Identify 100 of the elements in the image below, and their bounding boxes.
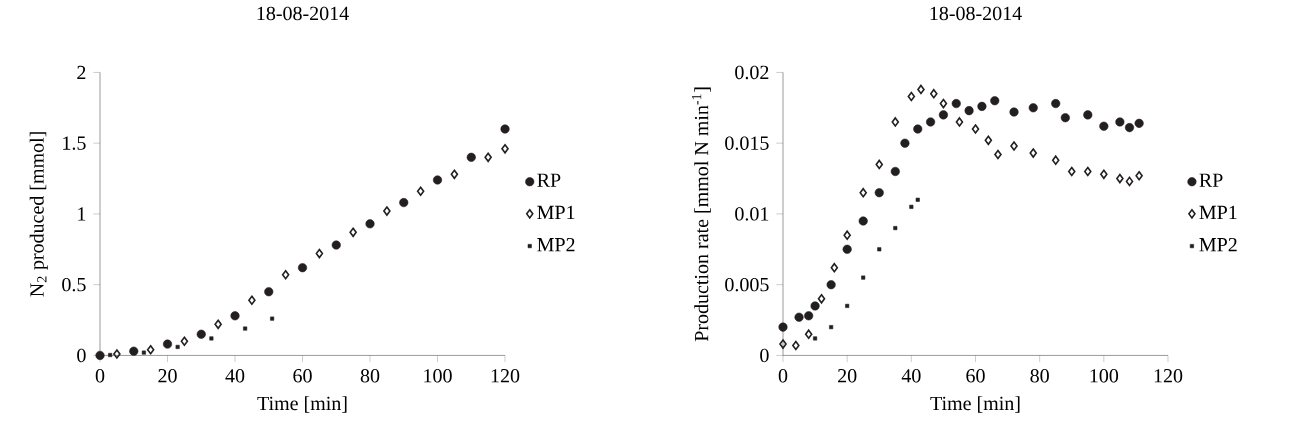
- point: [917, 84, 925, 95]
- point: [1135, 170, 1143, 181]
- y-axis-title: Production rate [mmol N min$^{-1}$]: [691, 87, 711, 341]
- point: [108, 352, 113, 357]
- y-tick-label: 2: [77, 65, 86, 79]
- point: [146, 344, 155, 355]
- point: [842, 244, 852, 254]
- point: [484, 152, 492, 162]
- point: [990, 95, 1000, 106]
- y-tick-label: 0: [77, 348, 86, 362]
- point: [830, 262, 839, 273]
- x-tick-label: 40: [225, 368, 245, 383]
- point: [383, 206, 391, 216]
- x-tick-label: 80: [360, 368, 380, 383]
- point: [209, 336, 214, 341]
- point: [1134, 118, 1144, 128]
- point: [450, 169, 459, 179]
- x-tick-label: 40: [901, 368, 921, 383]
- x-tick-label: 0: [95, 368, 105, 383]
- point: [113, 349, 121, 359]
- point: [180, 336, 189, 346]
- point: [877, 247, 882, 252]
- point: [416, 186, 425, 196]
- point: [1051, 98, 1061, 108]
- point: [500, 124, 510, 134]
- point: [843, 230, 851, 240]
- point: [175, 344, 180, 349]
- point: [900, 138, 910, 148]
- point: [858, 216, 868, 226]
- point: [913, 124, 923, 134]
- point: [1051, 155, 1060, 165]
- point: [1116, 173, 1124, 184]
- point: [432, 175, 443, 185]
- point: [1083, 110, 1093, 120]
- point: [1028, 103, 1038, 113]
- y-tick-label: 1.5: [63, 136, 86, 150]
- point: [1029, 148, 1038, 158]
- point: [792, 340, 800, 351]
- point: [909, 204, 914, 209]
- point: [95, 350, 105, 360]
- point: [264, 287, 274, 297]
- point: [1010, 141, 1018, 151]
- point: [779, 339, 787, 349]
- point: [315, 248, 324, 259]
- point: [971, 124, 980, 134]
- point: [810, 301, 820, 311]
- point: [141, 350, 146, 355]
- point: [1124, 122, 1135, 132]
- point: [890, 166, 900, 176]
- point: [951, 98, 961, 108]
- x-tick-label: 60: [966, 368, 985, 383]
- x-tick-label: 0: [778, 368, 788, 383]
- point: [270, 316, 275, 321]
- point: [829, 324, 834, 329]
- point: [955, 116, 964, 127]
- point: [984, 135, 993, 145]
- x-tick-label: 20: [158, 368, 177, 383]
- point: [915, 197, 920, 202]
- point: [196, 329, 206, 339]
- point: [817, 293, 826, 304]
- point: [804, 311, 814, 321]
- point: [964, 105, 974, 115]
- legend-label: MP2: [1199, 237, 1237, 251]
- legend-label: RP: [1199, 173, 1223, 187]
- point: [1067, 166, 1076, 177]
- x-axis-title: Time [min]: [257, 395, 347, 413]
- point: [977, 101, 987, 111]
- point: [859, 187, 868, 198]
- x-tick-label: 20: [838, 368, 857, 383]
- point: [1115, 117, 1125, 127]
- point: [813, 336, 818, 341]
- point: [1009, 107, 1019, 117]
- y-axis-title: N$_{2}$ produced [mmol]: [29, 131, 48, 297]
- y-tick-label: 0: [760, 348, 769, 362]
- point: [875, 159, 884, 169]
- point: [129, 346, 139, 356]
- legend-label: RP: [537, 173, 561, 187]
- point: [778, 322, 788, 332]
- point: [874, 187, 884, 198]
- x-tick-label: 120: [491, 368, 520, 383]
- point: [938, 110, 948, 120]
- point: [243, 326, 248, 331]
- point: [939, 98, 948, 109]
- point: [929, 88, 938, 99]
- y-tick-label: 0.5: [62, 277, 86, 292]
- legend-label: MP2: [537, 237, 575, 251]
- point: [1100, 169, 1108, 179]
- point: [466, 152, 476, 162]
- chart-title: 18-08-2014: [930, 6, 1022, 20]
- point: [861, 275, 866, 280]
- x-tick-label: 100: [1090, 368, 1119, 383]
- point: [248, 295, 256, 305]
- legend-label: MP1: [1199, 205, 1237, 219]
- point: [1060, 112, 1070, 123]
- point: [1083, 166, 1092, 177]
- x-axis-title: Time [min]: [930, 395, 1020, 413]
- point: [162, 339, 173, 349]
- point: [230, 311, 240, 321]
- point: [365, 219, 375, 229]
- point: [907, 91, 916, 102]
